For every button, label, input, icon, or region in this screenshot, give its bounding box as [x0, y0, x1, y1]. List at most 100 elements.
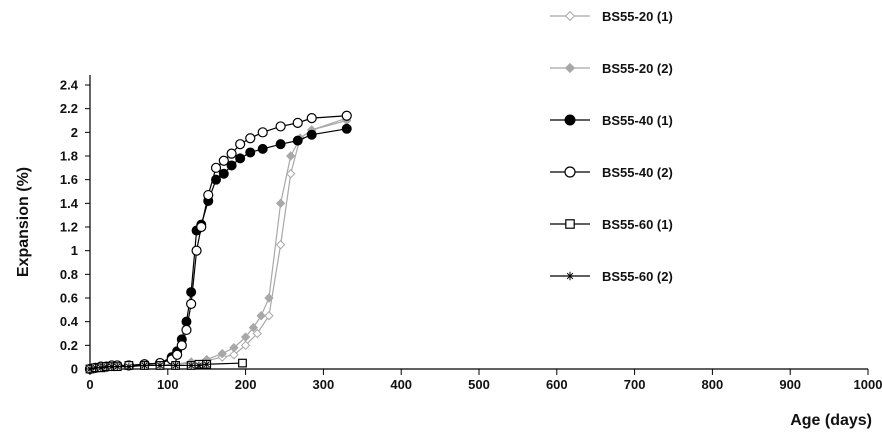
- series-line: [89, 119, 347, 370]
- y-tick-label: 2: [71, 125, 78, 140]
- x-tick-label: 800: [702, 377, 724, 392]
- data-point: [156, 361, 164, 370]
- x-tick-label: 1000: [854, 377, 882, 392]
- x-tick-label: 900: [779, 377, 801, 392]
- data-point: [275, 198, 286, 209]
- data-point: [191, 245, 202, 256]
- data-point: [256, 311, 266, 321]
- legend-label: BS55-40 (1): [602, 113, 673, 128]
- data-point: [292, 135, 303, 146]
- data-point: [203, 189, 214, 201]
- data-point: [565, 271, 575, 281]
- data-point: [195, 361, 203, 370]
- series: [86, 360, 211, 373]
- series-line: [89, 117, 347, 370]
- data-point: [218, 155, 229, 166]
- y-tick-label: 0: [71, 362, 78, 377]
- data-point: [172, 349, 183, 360]
- x-tick-label: 300: [313, 377, 335, 392]
- x-tick-label: 400: [390, 377, 412, 392]
- data-point: [171, 361, 180, 370]
- legend-label: BS55-40 (2): [602, 165, 673, 180]
- data-point: [186, 287, 197, 298]
- data-point: [564, 114, 576, 126]
- legend-item: BS55-60 (1): [550, 217, 673, 232]
- x-tick-label: 600: [546, 377, 568, 392]
- legend-label: BS55-20 (1): [602, 9, 673, 24]
- x-tick-label: 0: [86, 377, 93, 392]
- legend: BS55-20 (1) BS55-20 (2) BS55-40 (1) BS55-40…: [550, 9, 673, 284]
- y-tick-label: 2.2: [60, 101, 78, 116]
- data-point: [275, 121, 286, 132]
- legend-item: BS55-40 (2): [550, 165, 673, 180]
- data-point: [186, 298, 197, 310]
- legend-label: BS55-60 (1): [602, 217, 673, 232]
- data-point: [217, 348, 227, 359]
- data-point: [341, 110, 352, 121]
- data-point: [306, 113, 317, 124]
- series-line: [89, 115, 347, 370]
- data-point: [181, 316, 192, 327]
- y-tick-label: 0.2: [60, 338, 78, 353]
- y-tick-label: 1.6: [60, 172, 78, 187]
- data-point: [252, 328, 262, 339]
- series: [85, 113, 352, 374]
- data-point: [565, 219, 575, 229]
- data-point: [226, 160, 237, 171]
- data-point: [97, 364, 105, 372]
- data-point: [202, 360, 211, 369]
- legend-item: BS55-60 (2): [550, 269, 673, 284]
- y-tick-label: 1: [71, 243, 78, 258]
- y-tick-label: 0.6: [60, 291, 78, 306]
- y-tick-label: 1.4: [60, 196, 79, 211]
- data-point: [275, 240, 286, 250]
- legend-label: BS55-60 (2): [602, 269, 673, 284]
- legend-item: BS55-40 (1): [550, 113, 673, 128]
- data-point: [306, 129, 317, 140]
- data-point: [235, 139, 246, 150]
- x-tick-label: 700: [624, 377, 646, 392]
- data-point: [292, 117, 303, 128]
- data-point: [564, 166, 576, 178]
- data-point: [176, 340, 187, 351]
- legend-item: BS55-20 (1): [550, 9, 673, 24]
- series: [84, 110, 352, 375]
- data-point: [238, 358, 247, 368]
- data-point: [218, 168, 229, 179]
- data-point: [125, 362, 133, 371]
- data-point: [264, 293, 274, 303]
- data-point: [86, 365, 94, 373]
- data-point: [113, 362, 122, 371]
- data-point: [245, 133, 256, 144]
- x-tick-label: 500: [468, 377, 490, 392]
- data-point: [286, 151, 296, 161]
- x-axis-title: Age (days): [790, 412, 872, 429]
- data-point: [226, 148, 237, 159]
- data-point: [240, 332, 251, 342]
- data-point: [181, 324, 192, 336]
- y-axis-title: Expansion (%): [15, 167, 32, 277]
- x-tick-label: 200: [235, 377, 257, 392]
- data-point: [275, 139, 286, 150]
- legend-label: BS55-20 (2): [602, 61, 673, 76]
- data-point: [564, 10, 576, 22]
- data-point: [245, 147, 256, 158]
- x-tick-label: 100: [157, 377, 179, 392]
- y-tick-label: 0.4: [60, 314, 79, 329]
- data-point: [240, 340, 251, 351]
- data-point: [210, 162, 222, 173]
- y-tick-label: 1.2: [60, 220, 78, 235]
- data-point: [564, 62, 576, 74]
- data-point: [248, 322, 259, 333]
- data-point: [140, 361, 149, 370]
- y-tick-label: 2.4: [60, 78, 79, 93]
- data-point: [229, 350, 239, 360]
- y-tick-label: 1.8: [60, 149, 78, 164]
- data-point: [257, 127, 268, 138]
- data-point: [286, 169, 296, 179]
- data-point: [235, 153, 246, 164]
- data-point: [264, 311, 274, 321]
- y-tick-label: 0.8: [60, 267, 78, 282]
- series-layer: [84, 110, 352, 375]
